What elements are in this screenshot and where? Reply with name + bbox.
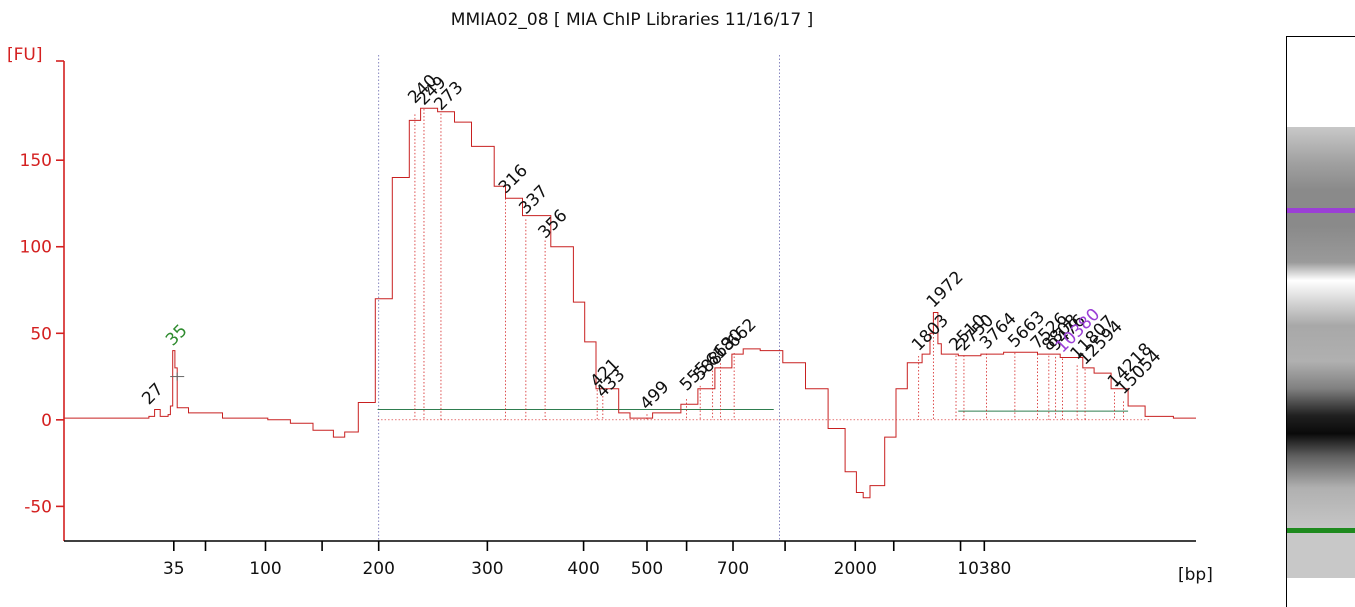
peak-label: 356 — [534, 206, 571, 243]
x-tick-label: 500 — [631, 559, 663, 579]
gel-band-lower-marker — [1287, 528, 1355, 534]
x-tick-label: 400 — [567, 559, 599, 579]
y-tick-label: 150 — [20, 151, 52, 171]
peak-label: 1972 — [923, 267, 968, 312]
x-tick-label: 35 — [163, 559, 185, 579]
baseline-segments — [377, 408, 1151, 421]
x-tick-label: 2000 — [834, 559, 877, 579]
gel-band-upper-marker — [1287, 208, 1355, 214]
x-tick-label: 100 — [249, 559, 281, 579]
y-tick-label: 100 — [20, 238, 52, 258]
x-tick-label: 10380 — [957, 559, 1011, 579]
x-axis-unit: [bp] — [1178, 565, 1213, 585]
peak-label: 27 — [138, 380, 167, 409]
peak-label: 35 — [162, 321, 191, 350]
trace-layer — [64, 107, 1196, 499]
axes: -50 0 50 100 150 35 100 200 300 400 500 700 2000 1038… — [20, 60, 1196, 579]
x-tick-label: 200 — [362, 559, 394, 579]
y-tick-label: -50 — [24, 497, 52, 517]
peak-label: 499 — [636, 377, 673, 414]
y-tick-label: 50 — [30, 324, 52, 344]
gel-image — [1286, 36, 1355, 607]
chart-title: MMIA02_08 [ MIA ChIP Libraries 11/16/17 … — [451, 10, 813, 30]
x-tick-label: 700 — [717, 559, 749, 579]
gel-lane — [1287, 127, 1355, 578]
peak-label: 337 — [515, 181, 552, 218]
y-axis-unit: [FU] — [7, 45, 43, 65]
peak-drop-lines — [414, 108, 1124, 420]
trace-line — [64, 107, 1196, 499]
y-tick-label: 0 — [41, 411, 52, 431]
electropherogram-chart: MMIA02_08 [ MIA ChIP Libraries 11/16/17 … — [7, 10, 1213, 585]
x-tick-label: 300 — [471, 559, 503, 579]
region-lines — [378, 55, 780, 541]
